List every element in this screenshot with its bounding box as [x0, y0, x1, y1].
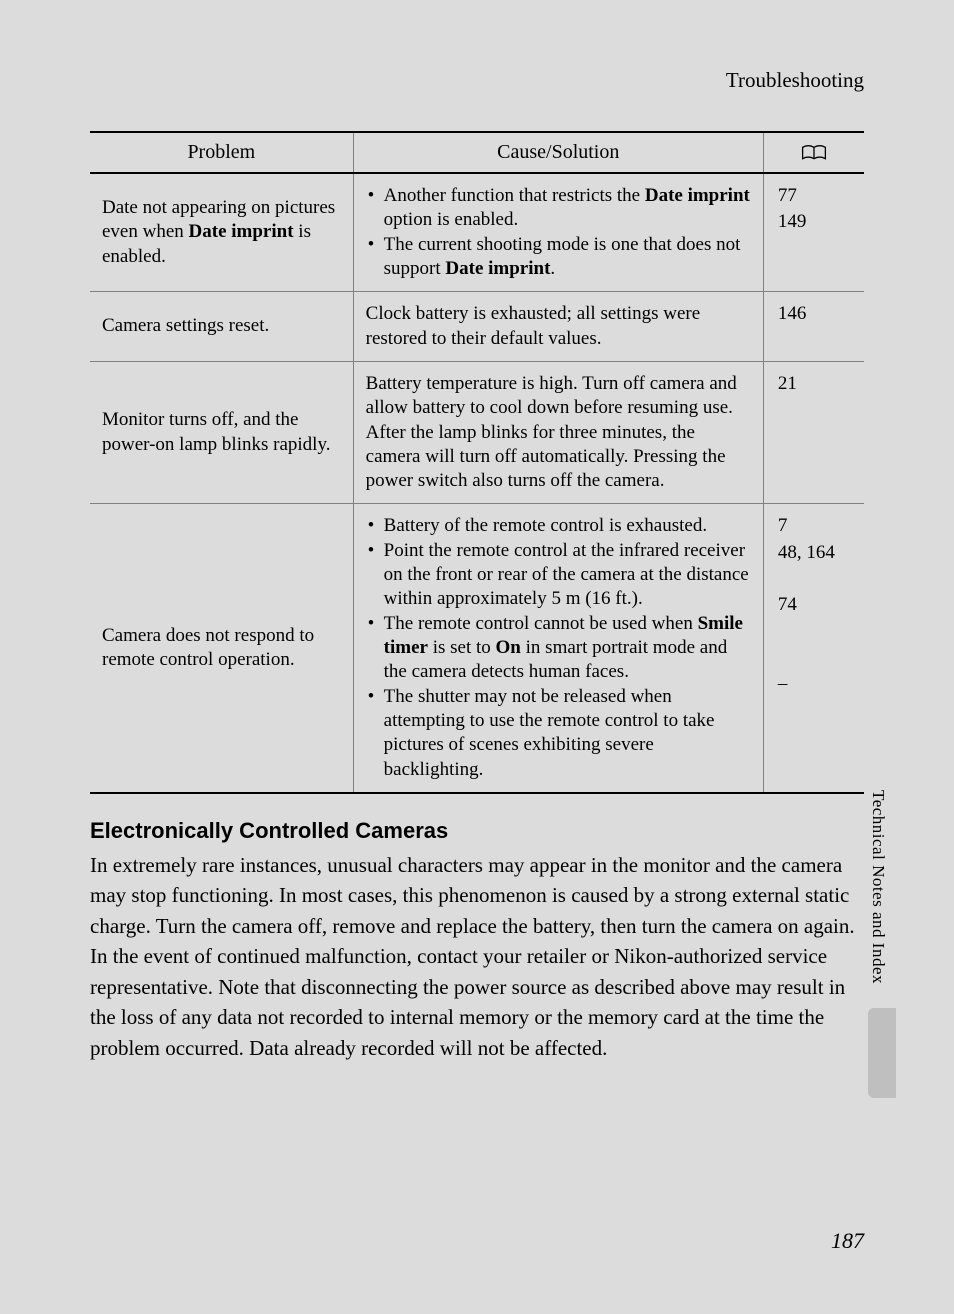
col-header-cause: Cause/Solution [353, 132, 763, 173]
col-header-problem: Problem [90, 132, 353, 173]
ref-line: 146 [778, 302, 858, 326]
ref-line: 77 [778, 184, 858, 208]
cause-cell: Clock battery is exhausted; all settings… [353, 292, 763, 362]
table-row: Monitor turns off, and the power-on lamp… [90, 361, 864, 504]
cause-cell: Another function that restricts the Date… [353, 173, 763, 292]
ref-line [778, 620, 858, 644]
book-icon [770, 144, 858, 162]
page-number: 187 [831, 1228, 864, 1254]
section-paragraph: In extremely rare instances, unusual cha… [90, 850, 864, 1063]
col-header-ref [763, 132, 864, 173]
ref-line: 21 [778, 372, 858, 396]
ref-cell: 77149 [763, 173, 864, 292]
side-tab-label: Technical Notes and Index [868, 790, 888, 1000]
ref-cell: 7 48, 164 74 – [763, 504, 864, 793]
ref-line [778, 646, 858, 670]
ref-line: 7 [778, 514, 858, 538]
cause-cell: Battery of the remote control is exhaust… [353, 504, 763, 793]
table-row: Date not appearing on pictures even when… [90, 173, 864, 292]
problem-cell: Monitor turns off, and the power-on lamp… [90, 361, 353, 504]
problem-cell: Camera settings reset. [90, 292, 353, 362]
table-body: Date not appearing on pictures even when… [90, 173, 864, 793]
section-heading: Electronically Controlled Cameras [90, 818, 864, 844]
page-title: Troubleshooting [726, 68, 864, 92]
ref-line: 48, 164 [778, 541, 858, 565]
side-tab-block [868, 1008, 896, 1098]
side-tab: Technical Notes and Index [868, 790, 896, 1110]
ref-line: 149 [778, 210, 858, 234]
ref-line: 74 [778, 593, 858, 617]
ref-line [778, 567, 858, 591]
troubleshooting-table: Problem Cause/Solution Date not appearin… [90, 131, 864, 794]
table-row: Camera settings reset.Clock battery is e… [90, 292, 864, 362]
ref-cell: 21 [763, 361, 864, 504]
problem-cell: Date not appearing on pictures even when… [90, 173, 353, 292]
ref-line: – [778, 672, 858, 696]
ref-cell: 146 [763, 292, 864, 362]
problem-cell: Camera does not respond to remote contro… [90, 504, 353, 793]
table-row: Camera does not respond to remote contro… [90, 504, 864, 793]
cause-cell: Battery temperature is high. Turn off ca… [353, 361, 763, 504]
